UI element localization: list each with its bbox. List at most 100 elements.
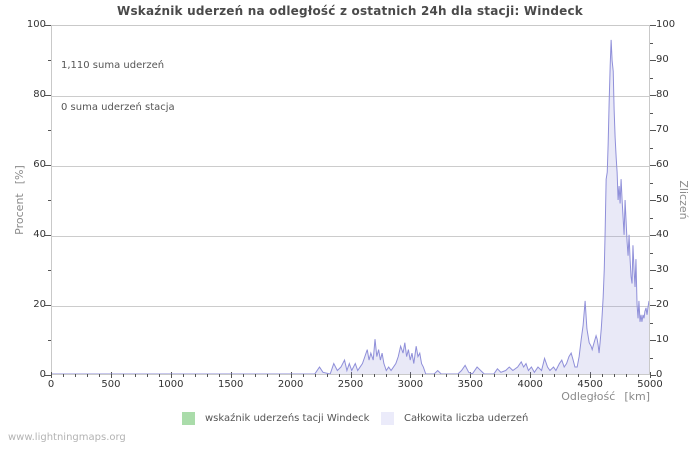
left-tick (48, 130, 51, 131)
x-tick (626, 374, 628, 377)
x-tick (194, 374, 196, 377)
right-tick (650, 235, 656, 236)
left-tick (45, 375, 51, 376)
x-tick-label: 500 (101, 379, 121, 390)
right-tick (650, 322, 653, 324)
gridline-40 (52, 235, 649, 237)
right-tick-label: 100 (656, 19, 676, 30)
x-tick-label: 1000 (158, 379, 184, 390)
x-tick (122, 374, 124, 377)
left-tick-label: 20 (33, 299, 46, 310)
right-tick (650, 25, 656, 26)
x-tick (254, 374, 256, 377)
x-tick (98, 374, 100, 377)
series-plot (52, 39, 649, 374)
right-tick (650, 95, 656, 96)
left-tick-label: 100 (26, 19, 46, 30)
x-tick (566, 374, 568, 377)
right-tick-label: 90 (656, 54, 669, 65)
x-tick (326, 374, 328, 377)
x-tick-label: 1500 (217, 379, 244, 390)
x-tick (242, 374, 244, 377)
x-axis-title-unit: [km] (624, 390, 650, 403)
x-tick (266, 374, 268, 377)
x-tick (542, 374, 544, 377)
x-tick (530, 372, 532, 378)
right-tick (650, 305, 656, 306)
x-tick (446, 374, 448, 377)
right-tick-label: 20 (656, 299, 669, 310)
left-tick-label: 40 (33, 229, 46, 240)
right-tick-label: 50 (656, 194, 669, 205)
x-tick-label: 3000 (397, 379, 424, 390)
x-tick (638, 374, 640, 377)
gridline-60 (52, 165, 649, 167)
legend-swatch-station-ratio (182, 412, 195, 425)
left-tick (48, 60, 51, 61)
x-tick (230, 372, 232, 378)
x-tick (470, 372, 472, 378)
right-axis-title-label: Zliczeń (677, 180, 690, 220)
x-tick (51, 372, 52, 378)
right-tick (650, 182, 653, 184)
chart-legend: wskaźnik uderzeńs tacji Windeck Całkowit… (0, 410, 700, 430)
x-tick-label: 0 (47, 379, 55, 390)
right-tick (650, 270, 656, 271)
right-tick-label: 10 (656, 334, 669, 345)
x-tick (338, 374, 340, 377)
x-tick (362, 374, 364, 377)
x-tick (170, 372, 172, 378)
x-tick (374, 374, 376, 377)
x-tick-label: 2000 (277, 379, 304, 390)
left-axis-title: Procent[%] (13, 25, 26, 375)
x-tick (290, 372, 292, 378)
x-tick (398, 374, 400, 377)
x-axis-title: Odległość [km] (561, 390, 650, 403)
legend-label-total-strikes: Całkowita liczba uderzeń (404, 413, 529, 424)
x-tick (614, 374, 616, 377)
x-tick (422, 374, 424, 377)
x-tick (350, 372, 352, 378)
plot-annotation: 1,110 suma uderzeń 0 suma uderzeń stacja (61, 31, 175, 143)
right-tick (650, 77, 653, 79)
site-watermark: www.lightningmaps.org (8, 432, 126, 443)
annotation-total-strikes: 1,110 suma uderzeń (61, 60, 165, 71)
right-tick (650, 60, 656, 61)
left-tick (45, 95, 51, 96)
legend-label-station-ratio: wskaźnik uderzeńs tacji Windeck (205, 413, 370, 424)
legend-swatch-total-strikes (381, 412, 394, 425)
x-tick (134, 374, 136, 377)
right-tick-label: 60 (656, 159, 669, 170)
series-line (52, 39, 649, 374)
x-tick (158, 374, 160, 377)
gridline-20 (52, 305, 649, 307)
x-tick-label: 2500 (337, 379, 364, 390)
x-tick-label: 4000 (517, 379, 543, 390)
left-tick (48, 340, 51, 341)
left-tick-label: 80 (33, 89, 46, 100)
left-tick (45, 305, 51, 306)
x-tick (458, 374, 460, 377)
x-tick (86, 374, 88, 377)
right-axis-title: Zliczeń (677, 25, 690, 375)
left-tick-label: 60 (33, 159, 46, 170)
x-tick (554, 374, 556, 377)
right-tick-label: 30 (656, 264, 669, 275)
right-tick (650, 112, 653, 114)
right-tick-label: 40 (656, 229, 669, 240)
x-tick-label: 4500 (577, 379, 603, 390)
right-tick (650, 217, 653, 219)
x-tick-label: 5000 (637, 379, 663, 390)
x-tick-label: 3500 (457, 379, 484, 390)
gridline-80 (52, 95, 649, 97)
right-tick-label: 80 (656, 89, 669, 100)
right-tick (650, 42, 653, 44)
x-tick (386, 374, 388, 377)
x-tick (410, 372, 412, 378)
x-tick (506, 374, 508, 377)
x-tick (494, 374, 496, 377)
right-tick-label: 0 (656, 369, 663, 380)
left-tick-label: 0 (39, 369, 46, 380)
left-tick (45, 25, 51, 26)
